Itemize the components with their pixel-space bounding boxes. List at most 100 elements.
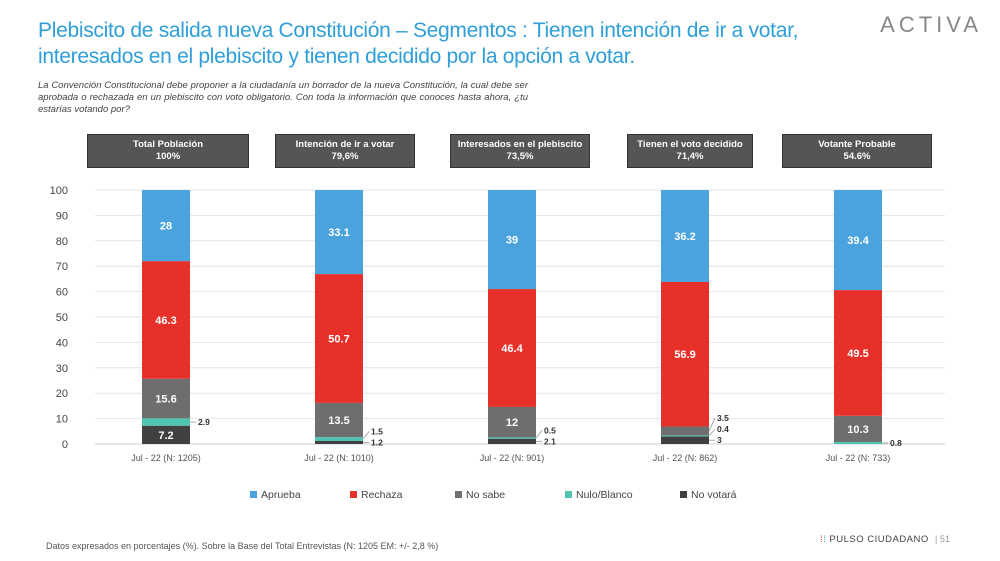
data-label: 39.4	[847, 235, 869, 247]
data-label: 46.4	[501, 343, 523, 355]
bar-segment-nulo-blanco	[834, 441, 882, 444]
segment-pct: 79,6%	[331, 151, 359, 162]
segment-header: Votante Probable 54.6%	[782, 134, 932, 168]
bar-segment-no-sabe	[834, 415, 882, 442]
legend-label: Nulo/Blanco	[576, 489, 633, 501]
segment-header: Total Población 100%	[87, 134, 249, 168]
data-label: 1.5	[371, 426, 383, 436]
segment-pct: 54.6%	[843, 151, 871, 162]
pulso-ciudadano-brand: ⁞⁞ PULSO CIUDADANO	[820, 534, 929, 545]
bar-segment-no-sabe	[488, 406, 536, 438]
x-tick-label: Jul - 22 (N: 1010)	[304, 453, 374, 463]
segment-name: Interesados en el plebiscito	[457, 139, 583, 150]
label-leader-line	[708, 428, 716, 437]
bar-segment-no-sabe	[661, 426, 709, 436]
y-tick-label: 30	[56, 363, 68, 375]
page-number: | 51	[935, 534, 950, 544]
y-tick-label: 80	[56, 236, 68, 248]
x-tick-label: Jul - 22 (N: 862)	[653, 453, 718, 463]
bar-segment-no-votar-	[142, 425, 190, 444]
data-label: 0.8	[890, 438, 902, 448]
y-tick-label: 60	[56, 287, 68, 299]
data-label: 0.5	[544, 425, 556, 435]
data-label: 0.4	[717, 424, 729, 434]
segment-header: Interesados en el plebiscito 73,5%	[450, 134, 590, 168]
data-label: 10.3	[847, 424, 868, 436]
bar-segment-nulo-blanco	[661, 435, 709, 437]
y-tick-label: 40	[56, 337, 68, 349]
label-leader-line	[362, 431, 370, 440]
bar-segment-aprueba	[142, 190, 190, 262]
data-label: 49.5	[847, 348, 868, 360]
bar-segment-rechaza	[142, 261, 190, 379]
y-tick-label: 10	[56, 414, 68, 426]
activa-logo: ACTIVA	[880, 12, 982, 37]
y-tick-label: 20	[56, 388, 68, 400]
footer-note: Datos expresados en porcentajes (%). Sob…	[46, 541, 439, 551]
brand-text: PULSO CIUDADANO	[829, 534, 929, 545]
y-tick-label: 90	[56, 210, 68, 222]
legend-label: Aprueba	[261, 489, 301, 501]
bar-segment-aprueba	[834, 190, 882, 291]
data-label: 56.9	[674, 349, 695, 361]
segment-name: Total Población	[132, 139, 204, 150]
bar-segment-rechaza	[315, 274, 363, 403]
bar-segment-no-votar-	[315, 440, 363, 444]
data-label: 36.2	[674, 231, 695, 243]
x-tick-label: Jul - 22 (N: 733)	[826, 453, 891, 463]
y-tick-label: 100	[50, 185, 68, 197]
segment-header: Tienen el voto decidido 71,4%	[627, 134, 753, 168]
data-label: 33.1	[328, 227, 349, 239]
legend-swatch	[565, 491, 572, 498]
bar-segment-no-votar-	[661, 436, 709, 444]
legend-swatch	[250, 491, 257, 498]
data-label: 2.1	[544, 436, 556, 446]
segment-pct: 73,5%	[506, 151, 534, 162]
label-leader-line	[708, 418, 716, 432]
legend-label: No votará	[691, 489, 737, 501]
data-label: 39	[506, 235, 518, 247]
segment-pct: 71,4%	[676, 151, 704, 162]
segment-pct: 100%	[155, 151, 181, 162]
data-label: 12	[506, 417, 518, 429]
data-label: 13.5	[328, 415, 349, 427]
bar-segment-nulo-blanco	[315, 437, 363, 441]
bar-segment-no-sabe	[142, 378, 190, 419]
bar-segment-no-votar-	[488, 438, 536, 444]
legend-swatch	[455, 491, 462, 498]
bar-segment-nulo-blanco	[142, 418, 190, 426]
data-label: 3.5	[717, 413, 729, 423]
bar-segment-rechaza	[834, 290, 882, 416]
y-tick-label: 70	[56, 261, 68, 273]
bar-segment-no-sabe	[315, 402, 363, 438]
bar-segment-aprueba	[488, 190, 536, 290]
label-leader-line	[535, 430, 543, 439]
segment-name: Votante Probable	[818, 139, 896, 150]
legend-swatch	[680, 491, 687, 498]
data-label: 2.9	[198, 417, 210, 427]
data-label: 50.7	[328, 333, 349, 345]
segment-name: Tienen el voto decidido	[637, 139, 743, 150]
data-label: 1.2	[371, 437, 383, 447]
data-label: 7.2	[158, 430, 173, 442]
data-label: 15.6	[155, 394, 176, 406]
bar-segment-aprueba	[661, 190, 709, 282]
legend-label: Rechaza	[361, 489, 403, 501]
bar-segment-nulo-blanco	[488, 437, 536, 439]
bar-segment-aprueba	[315, 190, 363, 275]
legend-label: No sabe	[466, 489, 505, 501]
segment-name: Intención de ir a votar	[295, 139, 395, 150]
y-tick-label: 0	[62, 439, 68, 451]
data-label: 28	[160, 221, 172, 233]
legend-swatch	[350, 491, 357, 498]
page-title: Plebiscito de salida nueva Constitución …	[38, 19, 799, 68]
y-tick-label: 50	[56, 312, 68, 324]
data-label: 46.3	[155, 315, 176, 327]
x-tick-label: Jul - 22 (N: 901)	[480, 453, 545, 463]
segment-header: Intención de ir a votar 79,6%	[275, 134, 415, 168]
data-label: 3	[717, 435, 722, 445]
bar-segment-rechaza	[661, 281, 709, 427]
x-tick-label: Jul - 22 (N: 1205)	[131, 453, 201, 463]
bar-segment-rechaza	[488, 289, 536, 407]
